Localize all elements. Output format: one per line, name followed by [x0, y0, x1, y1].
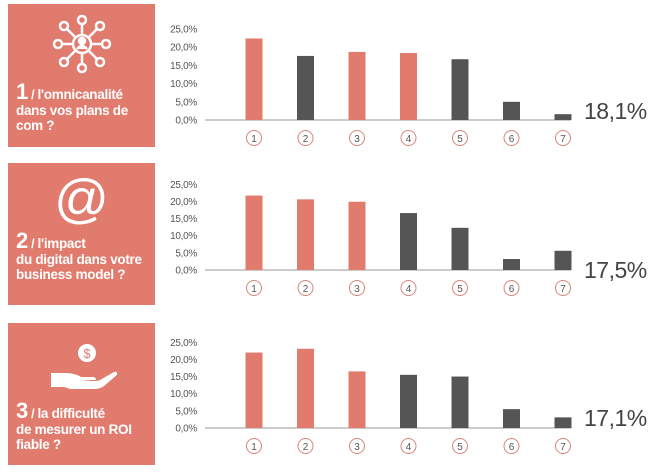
- bar: [400, 374, 417, 428]
- category-circle: [452, 280, 468, 296]
- category-circle: [349, 280, 365, 296]
- bar: [451, 376, 469, 428]
- x-tick-label: 7: [560, 442, 566, 453]
- bar: [245, 38, 263, 120]
- svg-text:$: $: [83, 346, 91, 361]
- x-tick-label: 4: [406, 442, 412, 453]
- x-tick-label: 3: [354, 442, 360, 453]
- y-tick-label: 15,0%: [170, 61, 197, 72]
- bar: [503, 101, 520, 120]
- summary-value-2: 17,5%: [584, 257, 647, 283]
- bar: [400, 213, 417, 270]
- y-tick-label: 0,0%: [175, 266, 197, 277]
- category-circle: [297, 130, 314, 146]
- category-circle: [452, 438, 468, 454]
- bar: [554, 250, 572, 270]
- category-circle: [503, 280, 520, 296]
- hand-coin-icon: $: [50, 344, 117, 389]
- x-tick-label: 7: [560, 134, 566, 145]
- y-tick-label: 25,0%: [170, 180, 197, 191]
- bar: [451, 227, 469, 270]
- x-tick-label: 6: [509, 284, 515, 295]
- category-circle: [555, 130, 571, 146]
- question-panel-1: 1 / l'omnicanalité dans vos plans de com …: [8, 4, 155, 147]
- bar: [348, 201, 366, 270]
- y-tick-label: 15,0%: [170, 214, 197, 225]
- bar: [348, 51, 366, 120]
- question-panel-2: @ 2 / l'impact du digital dans votre busi…: [8, 163, 155, 305]
- question-panel-3: $ 3 / la difficulté de mesurer un ROI fia…: [8, 323, 155, 465]
- y-tick-label: 5,0%: [175, 97, 197, 108]
- y-tick-label: 25,0%: [170, 338, 197, 349]
- y-tick-label: 10,0%: [170, 79, 197, 90]
- x-tick-label: 1: [251, 284, 257, 295]
- bar: [503, 409, 520, 428]
- category-circle: [297, 438, 314, 454]
- y-tick-label: 20,0%: [170, 197, 197, 208]
- bar: [503, 259, 520, 270]
- x-tick-label: 7: [560, 284, 566, 295]
- y-tick-label: 20,0%: [170, 355, 197, 366]
- bar: [554, 114, 572, 120]
- bar: [554, 417, 572, 428]
- summary-value-3: 17,1%: [584, 405, 647, 431]
- bar: [297, 55, 314, 120]
- x-tick-label: 4: [406, 134, 412, 145]
- summary-value-1: 18,1%: [584, 98, 647, 124]
- category-circle: [246, 280, 262, 296]
- bar: [297, 348, 314, 428]
- x-tick-label: 5: [457, 134, 463, 145]
- y-tick-label: 20,0%: [170, 43, 197, 54]
- bar: [245, 195, 263, 270]
- y-tick-label: 5,0%: [175, 406, 197, 417]
- category-circle: [246, 130, 262, 146]
- x-tick-label: 5: [457, 284, 463, 295]
- bar-chart-1: 0,0% 5,0% 10,0% 15,0% 20,0% 25,0% 1 2 3 4 5 6 7: [170, 25, 572, 146]
- y-tick-label: 5,0%: [175, 248, 197, 259]
- x-tick-label: 1: [251, 134, 257, 145]
- network-person-icon: [52, 14, 111, 74]
- bar: [297, 199, 314, 270]
- category-circle: [555, 280, 571, 296]
- question-text: 2 / l'impact du digital dans votre busine…: [16, 228, 142, 283]
- x-tick-label: 1: [251, 442, 257, 453]
- x-tick-label: 3: [354, 134, 360, 145]
- x-tick-label: 6: [509, 442, 515, 453]
- x-tick-label: 2: [303, 284, 309, 295]
- category-circle: [297, 280, 314, 296]
- bar: [245, 352, 263, 428]
- category-circle: [503, 438, 520, 454]
- x-tick-label: 2: [303, 442, 309, 453]
- category-circle: [246, 438, 262, 454]
- question-text: 1 / l'omnicanalité dans vos plans de com …: [16, 79, 128, 134]
- y-tick-label: 10,0%: [170, 389, 197, 400]
- bar-chart-3: 0,0% 5,0% 10,0% 15,0% 20,0% 25,0% 1 2 3 4 5 6 7: [170, 338, 572, 454]
- x-tick-label: 4: [406, 284, 412, 295]
- category-circle: [349, 130, 365, 146]
- at-sign-icon: @: [54, 169, 109, 229]
- category-circle: [555, 438, 571, 454]
- x-tick-label: 6: [509, 134, 515, 145]
- category-circle: [400, 280, 417, 296]
- y-tick-label: 25,0%: [170, 25, 197, 36]
- y-tick-label: 10,0%: [170, 231, 197, 242]
- y-tick-label: 0,0%: [175, 424, 197, 435]
- category-circle: [503, 130, 520, 146]
- x-tick-label: 5: [457, 442, 463, 453]
- category-circle: [400, 130, 417, 146]
- bar: [451, 59, 469, 120]
- x-tick-label: 3: [354, 284, 360, 295]
- y-tick-label: 0,0%: [175, 116, 197, 127]
- bar: [400, 53, 417, 120]
- category-circle: [400, 438, 417, 454]
- category-circle: [452, 130, 468, 146]
- bar-chart-2: 0,0% 5,0% 10,0% 15,0% 20,0% 25,0% 1 2 3 4 5 6 7: [170, 180, 572, 296]
- bar: [348, 371, 366, 428]
- category-circle: [349, 438, 365, 454]
- question-text: 3 / la difficulté de mesurer un ROI fiabl…: [16, 398, 132, 453]
- y-tick-label: 15,0%: [170, 372, 197, 383]
- x-tick-label: 2: [303, 134, 309, 145]
